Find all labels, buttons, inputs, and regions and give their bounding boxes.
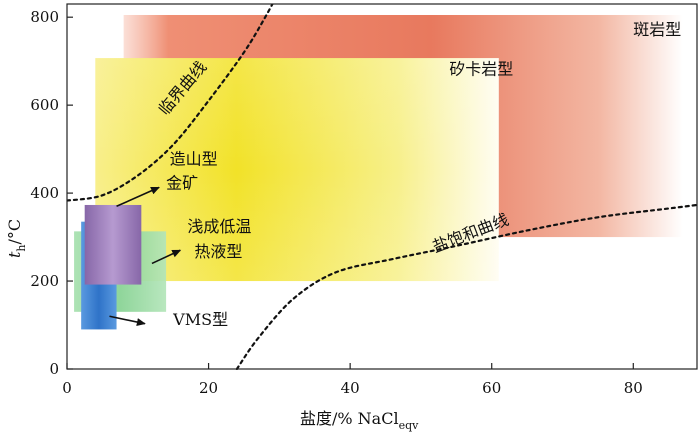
- y-axis-label: th/°C: [5, 219, 28, 258]
- x-tick-label: 20: [199, 379, 218, 397]
- curve-critical: [67, 4, 274, 202]
- annotation-arrow-1: [116, 186, 160, 208]
- y-tick-label: 800: [30, 8, 59, 26]
- arrows-layer: [109, 186, 182, 326]
- label-orogenic-1: 造山型: [170, 150, 218, 169]
- y-tick-label: 0: [49, 360, 59, 378]
- label-porphyry: 斑岩型: [633, 20, 681, 39]
- label-orogenic-2: 金矿: [166, 174, 198, 193]
- curves-layer: [67, 4, 699, 370]
- x-axis-label: 盐度/% NaCleqv: [300, 409, 419, 432]
- y-tick-label: 400: [30, 184, 59, 202]
- y-axis-ticks: 0 200 400 600 800: [30, 8, 73, 378]
- x-tick-label: 0: [62, 379, 72, 397]
- annotation-arrow-2: [151, 249, 182, 265]
- y-tick-label: 200: [30, 272, 59, 290]
- region-orogenic-gold: [84, 204, 142, 285]
- curve-salt-saturation: [235, 203, 699, 370]
- label-vms: VMS型: [172, 310, 228, 329]
- plot-frame: [66, 3, 698, 370]
- x-tick-label: 40: [341, 379, 360, 397]
- label-epithermal-1: 浅成低温: [187, 217, 251, 236]
- regions-layer: [74, 14, 683, 330]
- x-axis-ticks: 0 20 40 60 80: [62, 363, 643, 397]
- annotation-arrow-3: [109, 315, 146, 326]
- svg-text:th/°C: th/°C: [5, 219, 28, 258]
- x-tick-label: 80: [624, 379, 643, 397]
- label-epithermal-2: 热液型: [194, 242, 242, 261]
- y-tick-label: 600: [30, 96, 59, 114]
- label-skarn: 矽卡岩型: [449, 59, 513, 78]
- x-tick-label: 60: [482, 379, 501, 397]
